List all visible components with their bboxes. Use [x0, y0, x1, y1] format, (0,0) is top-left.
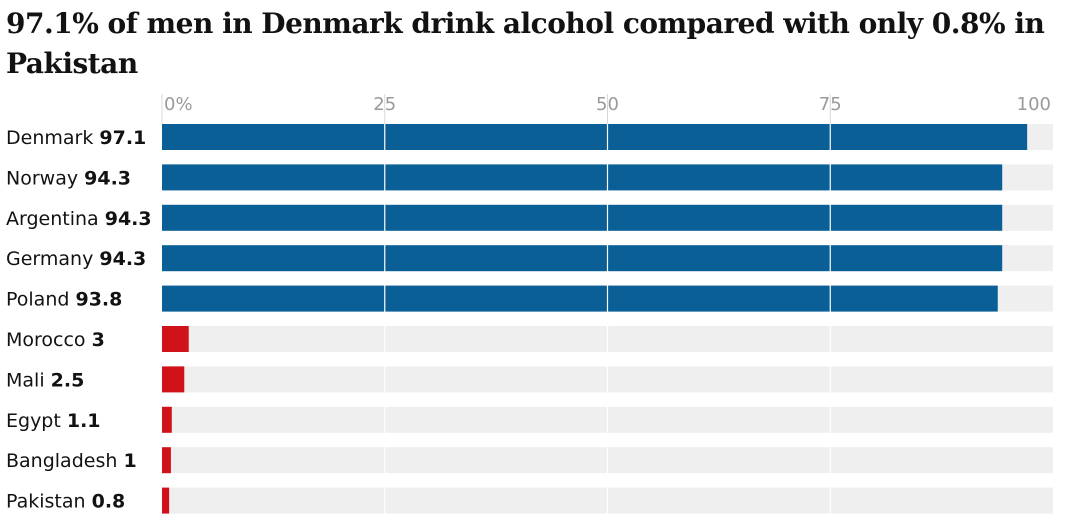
row-label-bangladesh: Bangladesh 1	[6, 450, 137, 472]
category-label: Bangladesh	[6, 450, 123, 472]
category-label: Norway	[6, 167, 84, 189]
value-label: 94.3	[99, 248, 146, 270]
value-label: 1	[123, 450, 136, 472]
bar-row-bangladesh: Bangladesh 1	[6, 447, 1053, 474]
bar-mali	[162, 366, 185, 393]
bar-row-egypt: Egypt 1.1	[6, 406, 1053, 433]
bar-egypt	[162, 406, 172, 433]
bar-row-mali: Mali 2.5	[6, 366, 1053, 393]
row-label-mali: Mali 2.5	[6, 369, 84, 391]
bar-row-germany: Germany 94.3	[6, 245, 1053, 272]
value-label: 93.8	[75, 289, 122, 311]
x-tick-label: 75	[819, 94, 842, 115]
x-tick-label: 0%	[164, 94, 193, 115]
bar-row-norway: Norway 94.3	[6, 164, 1053, 191]
value-label: 97.1	[99, 127, 146, 149]
value-label: 94.3	[105, 208, 152, 230]
bar-row-morocco: Morocco 3	[6, 326, 1053, 352]
bar-row-pakistan: Pakistan 0.8	[6, 487, 1053, 514]
row-label-norway: Norway 94.3	[6, 167, 131, 189]
row-label-denmark: Denmark 97.1	[6, 127, 146, 149]
value-label: 3	[92, 329, 105, 351]
category-label: Pakistan	[6, 491, 92, 513]
category-label: Egypt	[6, 410, 67, 432]
category-label: Germany	[6, 248, 99, 270]
bar-argentina	[162, 204, 1003, 231]
bar-row-denmark: Denmark 97.1	[6, 124, 1053, 150]
category-label: Morocco	[6, 329, 92, 351]
bar-poland	[162, 285, 998, 312]
row-label-poland: Poland 93.8	[6, 289, 122, 311]
bar-denmark	[162, 124, 1028, 150]
row-label-morocco: Morocco 3	[6, 329, 105, 351]
x-tick-label: 100	[1017, 94, 1051, 115]
bar-pakistan	[162, 487, 170, 514]
category-label: Denmark	[6, 127, 99, 149]
bar-norway	[162, 164, 1003, 191]
bar-row-poland: Poland 93.8	[6, 285, 1053, 312]
bar-row-argentina: Argentina 94.3	[6, 204, 1053, 231]
chart-title: 97.1% of men in Denmark drink alcohol co…	[6, 7, 1045, 80]
row-label-egypt: Egypt 1.1	[6, 410, 101, 432]
bar-morocco	[162, 326, 189, 352]
value-label: 1.1	[67, 410, 101, 432]
value-label: 94.3	[84, 167, 131, 189]
category-label: Poland	[6, 289, 75, 311]
x-tick-label: 50	[596, 94, 619, 115]
bar-bangladesh	[162, 447, 171, 474]
category-label: Argentina	[6, 208, 105, 230]
bar-germany	[162, 245, 1003, 272]
row-label-pakistan: Pakistan 0.8	[6, 491, 125, 513]
row-label-argentina: Argentina 94.3	[6, 208, 152, 230]
value-label: 2.5	[51, 369, 85, 391]
value-label: 0.8	[92, 491, 126, 513]
category-label: Mali	[6, 369, 51, 391]
x-tick-label: 25	[373, 94, 396, 115]
row-label-germany: Germany 94.3	[6, 248, 146, 270]
